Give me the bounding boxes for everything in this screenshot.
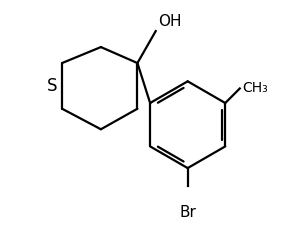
- Text: OH: OH: [158, 14, 181, 29]
- Text: CH₃: CH₃: [242, 81, 268, 95]
- Text: Br: Br: [179, 205, 196, 220]
- Text: S: S: [46, 77, 57, 95]
